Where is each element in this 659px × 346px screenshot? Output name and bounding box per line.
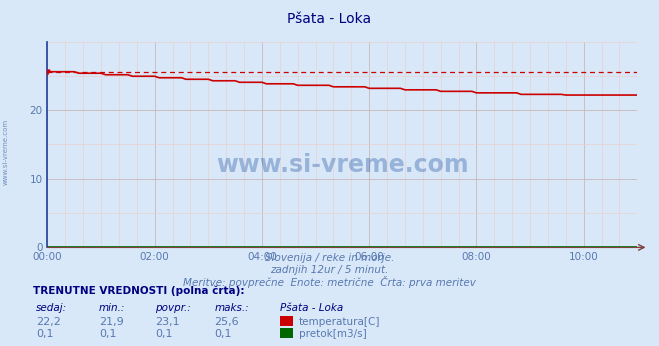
Text: 25,6: 25,6 <box>214 317 239 327</box>
Text: Slovenija / reke in morje.: Slovenija / reke in morje. <box>265 253 394 263</box>
Text: 23,1: 23,1 <box>155 317 179 327</box>
Text: Meritve: povprečne  Enote: metrične  Črta: prva meritev: Meritve: povprečne Enote: metrične Črta:… <box>183 276 476 288</box>
Text: 22,2: 22,2 <box>36 317 61 327</box>
Bar <box>280 316 293 326</box>
Text: Pšata - Loka: Pšata - Loka <box>280 303 343 313</box>
Bar <box>280 328 293 338</box>
Text: temperatura[C]: temperatura[C] <box>299 317 380 327</box>
Text: 0,1: 0,1 <box>99 329 117 339</box>
Text: zadnjih 12ur / 5 minut.: zadnjih 12ur / 5 minut. <box>270 265 389 275</box>
Text: www.si-vreme.com: www.si-vreme.com <box>216 153 469 177</box>
Text: 0,1: 0,1 <box>214 329 232 339</box>
Text: povpr.:: povpr.: <box>155 303 190 313</box>
Text: maks.:: maks.: <box>214 303 249 313</box>
Text: TRENUTNE VREDNOSTI (polna črta):: TRENUTNE VREDNOSTI (polna črta): <box>33 285 244 296</box>
Text: Pšata - Loka: Pšata - Loka <box>287 12 372 26</box>
Text: 21,9: 21,9 <box>99 317 124 327</box>
Text: 0,1: 0,1 <box>155 329 173 339</box>
Text: sedaj:: sedaj: <box>36 303 67 313</box>
Text: 0,1: 0,1 <box>36 329 54 339</box>
Text: min.:: min.: <box>99 303 125 313</box>
Text: pretok[m3/s]: pretok[m3/s] <box>299 329 366 339</box>
Text: www.si-vreme.com: www.si-vreme.com <box>3 119 9 185</box>
